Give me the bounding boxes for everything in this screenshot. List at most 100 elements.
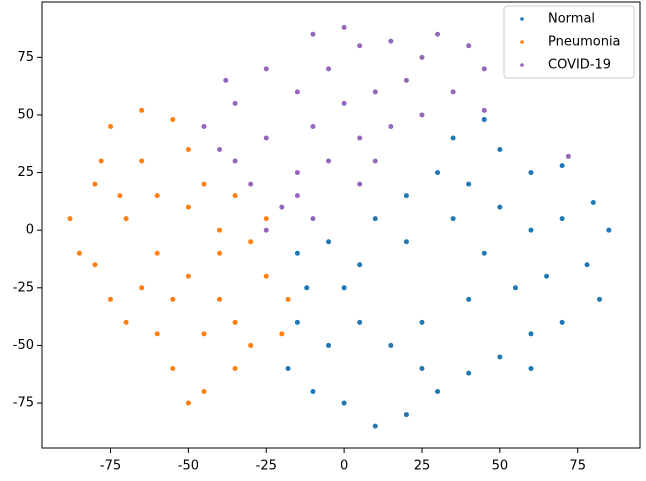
scatter-point	[285, 365, 291, 371]
scatter-point	[248, 342, 254, 348]
scatter-point	[223, 77, 229, 83]
scatter-point	[232, 193, 238, 199]
scatter-point	[310, 389, 316, 395]
scatter-point	[108, 296, 114, 302]
scatter-point	[419, 54, 425, 60]
scatter-point	[590, 200, 596, 206]
scatter-point	[403, 77, 409, 83]
scatter-point	[185, 147, 191, 153]
scatter-point	[170, 296, 176, 302]
scatter-point	[341, 400, 347, 406]
scatter-point	[76, 250, 82, 256]
scatter-point	[310, 216, 316, 222]
scatter-point	[170, 365, 176, 371]
scatter-point	[357, 135, 363, 141]
scatter-point	[285, 296, 291, 302]
legend-label: Pneumonia	[548, 35, 621, 50]
scatter-point	[294, 89, 300, 95]
scatter-point	[466, 296, 472, 302]
scatter-point	[139, 285, 145, 291]
scatter-point	[584, 262, 590, 268]
scatter-point	[606, 227, 612, 233]
scatter-point	[304, 285, 310, 291]
legend-marker	[520, 63, 524, 67]
x-tick-label: 75	[569, 459, 586, 474]
scatter-point	[263, 66, 269, 72]
scatter-point	[597, 296, 603, 302]
scatter-point	[544, 273, 550, 279]
x-tick-label: -25	[256, 459, 277, 474]
scatter-point	[481, 66, 487, 72]
legend-label: COVID-19	[548, 58, 611, 73]
scatter-point	[528, 331, 534, 337]
scatter-point	[326, 342, 332, 348]
scatter-point	[232, 158, 238, 164]
y-tick-label: 0	[26, 223, 34, 238]
scatter-point	[565, 153, 571, 159]
scatter-point	[403, 412, 409, 418]
y-tick-label: 25	[17, 165, 34, 180]
scatter-point	[388, 38, 394, 44]
x-tick-label: -75	[100, 459, 121, 474]
scatter-point	[419, 319, 425, 325]
scatter-point	[294, 193, 300, 199]
scatter-point	[481, 117, 487, 123]
scatter-point	[466, 181, 472, 187]
x-tick-label: 50	[492, 459, 509, 474]
scatter-point	[217, 250, 223, 256]
scatter-point	[528, 170, 534, 176]
y-tick-label: -75	[13, 396, 34, 411]
scatter-point	[326, 158, 332, 164]
scatter-point	[263, 135, 269, 141]
scatter-point	[248, 239, 254, 245]
scatter-point	[92, 181, 98, 187]
scatter-point	[67, 216, 73, 222]
scatter-point	[357, 262, 363, 268]
scatter-point	[326, 66, 332, 72]
scatter-point	[279, 204, 285, 210]
scatter-point	[217, 147, 223, 153]
scatter-point	[310, 123, 316, 129]
scatter-point	[419, 112, 425, 118]
x-tick-label: 25	[414, 459, 431, 474]
scatter-point	[326, 239, 332, 245]
legend-label: Normal	[548, 12, 595, 27]
scatter-point	[98, 158, 104, 164]
scatter-point	[497, 204, 503, 210]
scatter-point	[481, 107, 487, 113]
scatter-point	[185, 273, 191, 279]
legend-marker	[520, 40, 524, 44]
scatter-point	[294, 170, 300, 176]
scatter-point	[388, 123, 394, 129]
scatter-point	[528, 227, 534, 233]
scatter-point	[170, 117, 176, 123]
scatter-point	[185, 400, 191, 406]
legend: Normal Pneumonia COVID-19	[503, 5, 635, 79]
scatter-point	[372, 158, 378, 164]
legend-marker	[520, 17, 524, 21]
scatter-point	[341, 24, 347, 30]
scatter-point	[263, 273, 269, 279]
x-tick-label: 0	[340, 459, 348, 474]
scatter-point	[435, 31, 441, 37]
y-tick-label: 75	[17, 50, 34, 65]
scatter-point	[310, 31, 316, 37]
scatter-point	[108, 123, 114, 129]
scatter-point	[450, 89, 456, 95]
scatter-point	[528, 365, 534, 371]
scatter-point	[139, 158, 145, 164]
scatter-point	[217, 296, 223, 302]
scatter-point	[497, 354, 503, 360]
scatter-point	[263, 216, 269, 222]
scatter-point	[201, 123, 207, 129]
scatter-point	[419, 365, 425, 371]
scatter-point	[372, 423, 378, 429]
scatter-point	[201, 331, 207, 337]
legend-box	[503, 5, 635, 79]
scatter-point	[559, 216, 565, 222]
scatter-point	[201, 181, 207, 187]
scatter-point	[232, 100, 238, 106]
scatter-point	[154, 331, 160, 337]
scatter-point	[294, 250, 300, 256]
scatter-point	[117, 193, 123, 199]
